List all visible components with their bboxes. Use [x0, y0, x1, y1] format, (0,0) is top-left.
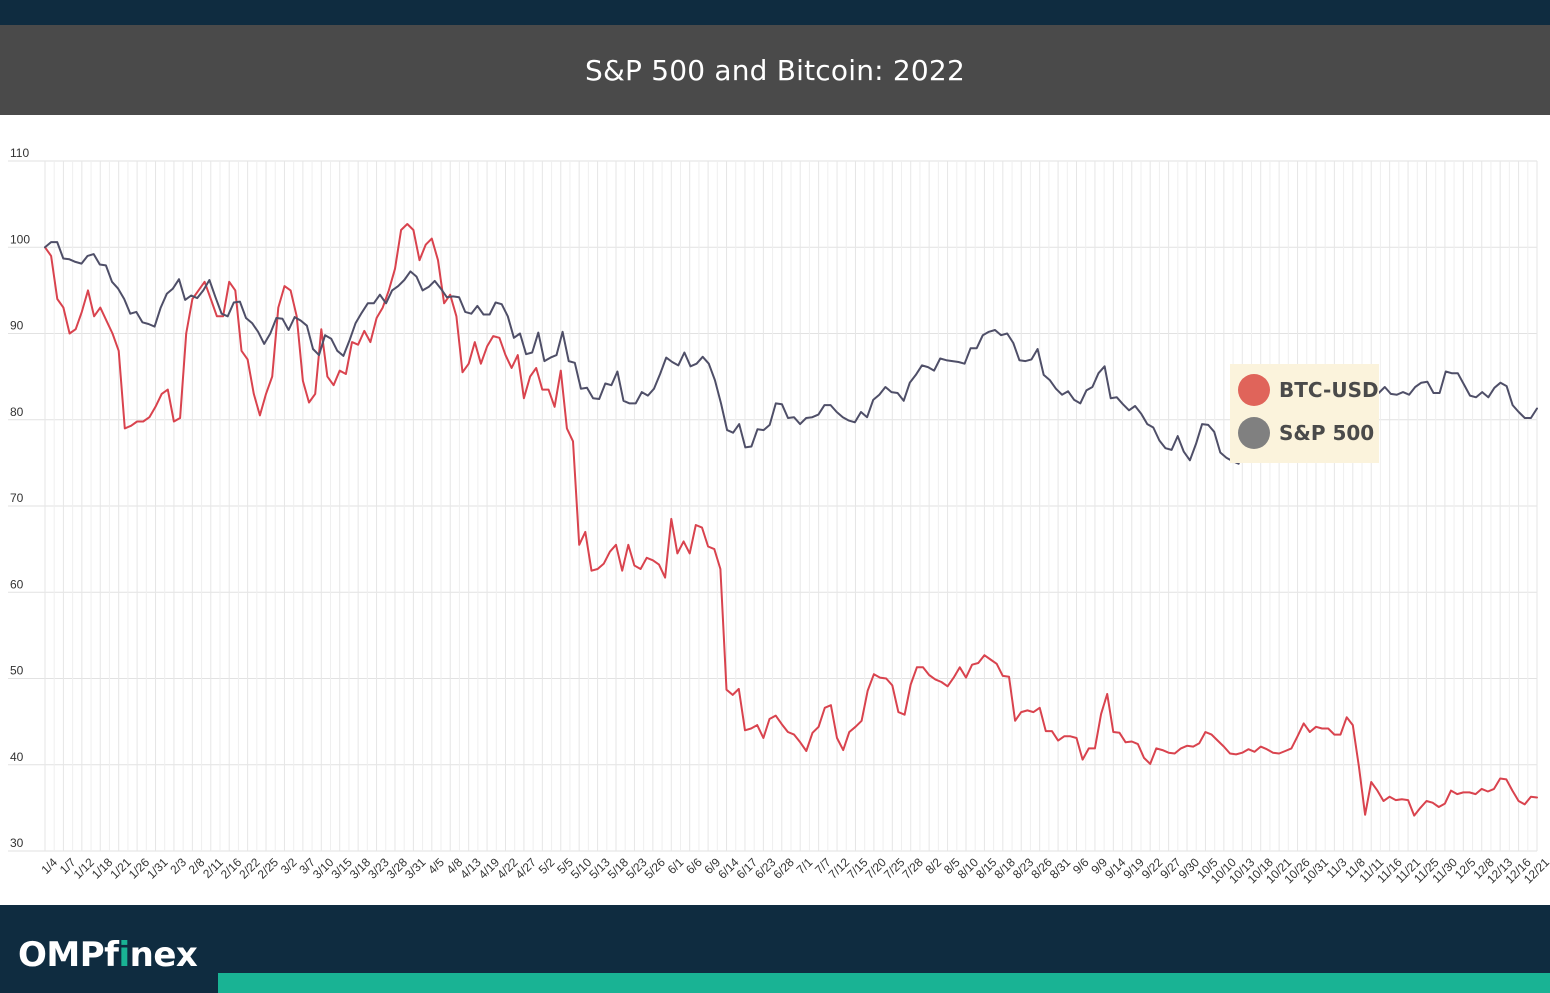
x-tick-label: 8/31: [1047, 855, 1074, 882]
x-tick-label: 3/31: [402, 855, 429, 882]
legend-item-btc: BTC-USD: [1238, 374, 1379, 406]
legend-dot-icon: [1238, 374, 1270, 406]
logo-dot-letter: i: [118, 935, 130, 975]
legend-dot-icon: [1238, 417, 1270, 449]
series-line-btc: [44, 223, 1538, 817]
footer: OMPfinex: [0, 905, 1550, 993]
y-tick-label: 50: [10, 664, 24, 678]
footer-accent-bar: [218, 973, 1550, 993]
legend-label-btc: BTC-USD: [1279, 378, 1379, 402]
x-axis: 1/41/71/121/181/211/261/312/32/82/112/16…: [38, 855, 1550, 886]
y-tick-label: 30: [10, 836, 24, 850]
x-tick-label: 6/28: [770, 855, 797, 882]
grid-lines: [8, 160, 1538, 852]
y-tick-label: 110: [10, 146, 29, 160]
y-tick-label: 80: [10, 405, 24, 419]
x-tick-label: 1/31: [144, 855, 171, 882]
x-tick-label: 2/25: [255, 855, 282, 882]
brand-logo: OMPfinex: [18, 935, 198, 975]
x-tick-label: 5/26: [642, 855, 669, 882]
y-tick-label: 40: [10, 750, 24, 764]
y-tick-label: 90: [10, 319, 24, 333]
y-tick-label: 100: [10, 232, 30, 246]
legend-item-sp500: S&P 500: [1238, 417, 1374, 449]
top-strip: [0, 0, 1550, 25]
chart-legend: BTC-USD S&P 500: [1230, 364, 1379, 463]
legend-label-sp500: S&P 500: [1279, 421, 1375, 445]
logo-prefix: OMPf: [18, 935, 119, 975]
x-tick-label: 4/27: [513, 855, 540, 882]
y-tick-label: 60: [10, 577, 24, 591]
chart-title: S&P 500 and Bitcoin: 2022: [585, 53, 965, 87]
line-chart: 30 40 50 60 70 80 90 100 110 1/41/71/121/181/211…: [8, 146, 1550, 886]
logo-suffix: nex: [129, 935, 198, 975]
x-tick-label: 7/28: [899, 855, 926, 882]
chart-area: 30 40 50 60 70 80 90 100 110 1/4 1/7 1/12 1/18 1/21 1…: [0, 115, 1550, 905]
y-axis: 30 40 50 60 70 80 90 100 110: [10, 146, 30, 850]
title-bar: S&P 500 and Bitcoin: 2022: [0, 25, 1550, 115]
y-tick-label: 70: [10, 491, 24, 505]
